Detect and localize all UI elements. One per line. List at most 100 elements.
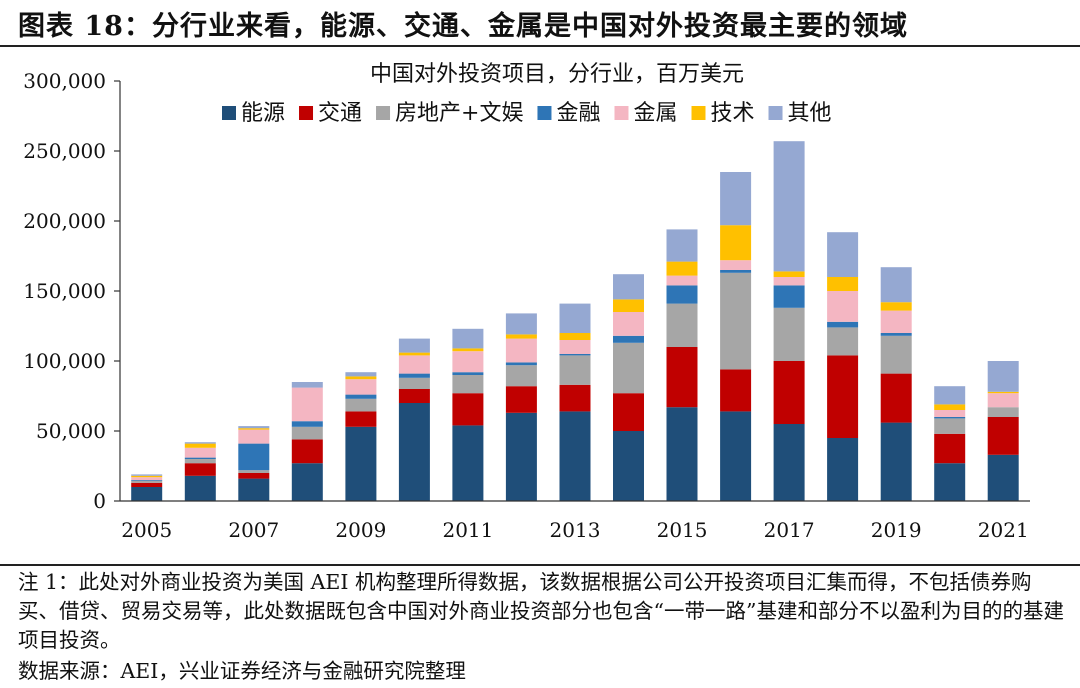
bar-segment-2019-s0 [880, 422, 912, 501]
bar-segment-2021-s4 [987, 393, 1019, 408]
bar-segment-2005-s6 [131, 474, 163, 476]
legend-swatch-s2 [376, 106, 391, 120]
bar-segment-2017-s4 [773, 277, 805, 286]
x-tick-label: 2017 [764, 518, 815, 542]
bar-segment-2010-s2 [398, 377, 430, 389]
bar-segment-2009-s3 [345, 394, 377, 399]
bar-segment-2014-s2 [613, 342, 644, 394]
bars [131, 141, 1019, 501]
legend: 能源 交通 房地产+文娱 金融 金属 技术 其他 [222, 101, 832, 126]
bar-segment-2014-s5 [613, 299, 644, 312]
bar-segment-2005-s0 [131, 487, 163, 501]
bar-segment-2011-s5 [452, 348, 484, 352]
stacked-bar-chart: 中国对外投资项目，分行业，百万美元 能源 交通 房地产+文娱 金融 金属 技术 其他 0 50… [23, 62, 1030, 542]
bar-segment-2008-s2 [291, 426, 323, 440]
bar-segment-2020-s4 [934, 410, 966, 417]
legend-swatch-s4 [614, 106, 629, 120]
bar-segment-2016-s4 [720, 260, 752, 270]
bar-segment-2005-s5 [131, 475, 163, 478]
bar-segment-2015-s3 [666, 285, 698, 304]
y-tick-label: 300,000 [23, 69, 106, 93]
bar-segment-2014-s6 [613, 274, 644, 300]
bar-segment-2018-s3 [827, 321, 859, 328]
bar-segment-2018-s1 [827, 355, 859, 438]
bar-segment-2016-s2 [720, 272, 752, 370]
bar-segment-2021-s6 [987, 361, 1019, 392]
bar-segment-2005-s4 [131, 477, 163, 480]
bar-segment-2021-s0 [987, 454, 1019, 501]
y-axis: 0 50,000 100,000 150,000 200,000 250,000 300,0… [23, 69, 121, 513]
bar-segment-2020-s5 [934, 404, 966, 410]
bar-segment-2007-s5 [238, 428, 270, 430]
bar-segment-2016-s6 [720, 172, 752, 226]
legend-label: 金属 [633, 101, 677, 126]
footnote: 注 1：此处对外商业投资为美国 AEI 机构整理所得数据，该数据根据公司公开投资… [18, 570, 1064, 652]
bar-segment-2015-s2 [666, 303, 698, 347]
bar-segment-2014-s4 [613, 312, 644, 336]
bar-segment-2013-s1 [559, 384, 591, 412]
bar-segment-2017-s2 [773, 307, 805, 361]
bar-segment-2008-s4 [291, 387, 323, 422]
bar-segment-2012-s6 [505, 313, 537, 335]
bar-segment-2006-s3 [184, 457, 216, 459]
legend-label: 房地产+文娱 [395, 101, 523, 126]
bar-segment-2018-s6 [827, 232, 859, 277]
bar-segment-2010-s5 [398, 352, 430, 356]
bottom-rule [0, 564, 1080, 566]
bar-segment-2009-s6 [345, 372, 377, 377]
bar-segment-2010-s0 [398, 403, 430, 501]
bar-segment-2011-s3 [452, 372, 484, 375]
figure-title: 图表 18：分行业来看，能源、交通、金属是中国对外投资最主要的领域 [18, 11, 908, 42]
bar-segment-2010-s1 [398, 389, 430, 403]
bar-segment-2009-s4 [345, 379, 377, 395]
bar-segment-2006-s2 [184, 459, 216, 464]
y-tick-label: 200,000 [23, 209, 106, 233]
bar-segment-2014-s1 [613, 393, 644, 431]
chart-title: 中国对外投资项目，分行业，百万美元 [370, 62, 744, 87]
bar-segment-2007-s4 [238, 429, 270, 444]
bar-segment-2012-s2 [505, 365, 537, 387]
bar-segment-2012-s5 [505, 334, 537, 339]
bar-segment-2011-s4 [452, 351, 484, 373]
x-tick-label: 2011 [442, 518, 493, 542]
bar-segment-2006-s1 [184, 463, 216, 476]
bar-segment-2021-s2 [987, 407, 1019, 417]
bar-segment-2020-s3 [934, 417, 966, 419]
bar-segment-2013-s6 [559, 303, 591, 333]
y-tick-label: 50,000 [36, 419, 106, 443]
data-source: 数据来源：AEI，兴业证券经济与金融研究院整理 [18, 659, 466, 683]
bar-segment-2011-s2 [452, 375, 484, 394]
y-tick-label: 0 [93, 489, 106, 513]
legend-label: 其他 [788, 101, 832, 126]
x-tick-label: 2021 [978, 518, 1029, 542]
legend-label: 交通 [318, 101, 362, 126]
bar-segment-2011-s1 [452, 393, 484, 426]
bar-segment-2015-s1 [666, 347, 698, 408]
bar-segment-2015-s5 [666, 261, 698, 276]
bar-segment-2009-s0 [345, 426, 377, 501]
bar-segment-2021-s1 [987, 417, 1019, 455]
bar-segment-2019-s3 [880, 333, 912, 336]
bar-segment-2009-s5 [345, 376, 377, 380]
bar-segment-2010-s3 [398, 373, 430, 378]
bar-segment-2012-s4 [505, 338, 537, 363]
bar-segment-2015-s0 [666, 407, 698, 501]
bar-segment-2018-s4 [827, 291, 859, 322]
bar-segment-2017-s0 [773, 424, 805, 501]
bar-segment-2007-s0 [238, 478, 270, 501]
legend-swatch-s5 [691, 106, 706, 120]
x-axis: 2005 2007 2009 2011 2013 2015 2017 2019 2021 [120, 500, 1030, 542]
y-tick-label: 250,000 [23, 139, 106, 163]
bar-segment-2017-s1 [773, 361, 805, 424]
legend-swatch-s1 [299, 106, 314, 120]
bar-segment-2019-s5 [880, 302, 912, 311]
bar-segment-2019-s6 [880, 267, 912, 303]
bar-segment-2010-s6 [398, 338, 430, 353]
bar-segment-2019-s1 [880, 373, 912, 423]
bar-segment-2013-s0 [559, 411, 591, 501]
bar-segment-2016-s3 [720, 270, 752, 273]
bar-segment-2018-s5 [827, 277, 859, 291]
bar-segment-2013-s4 [559, 340, 591, 354]
bar-segment-2017-s5 [773, 271, 805, 277]
bar-segment-2009-s1 [345, 411, 377, 427]
